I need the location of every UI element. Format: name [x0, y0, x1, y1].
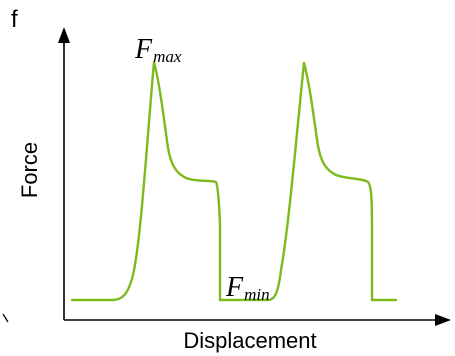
- fmin-subscript: min: [244, 285, 270, 304]
- fmax-main: F: [134, 34, 153, 65]
- force-curve: [70, 60, 398, 302]
- panel-label: f: [11, 6, 18, 33]
- fmin-main: F: [225, 272, 244, 303]
- x-axis-arrowhead: [435, 314, 451, 326]
- fmax-label: Fmax: [134, 34, 182, 66]
- x-axis-label: Displacement: [183, 328, 316, 353]
- y-axis-label: Force: [17, 142, 42, 198]
- fmax-subscript: max: [153, 47, 182, 66]
- y-axis-arrowhead: [58, 27, 70, 43]
- fmin-label: Fmin: [225, 272, 270, 304]
- origin-tick: [2, 313, 9, 323]
